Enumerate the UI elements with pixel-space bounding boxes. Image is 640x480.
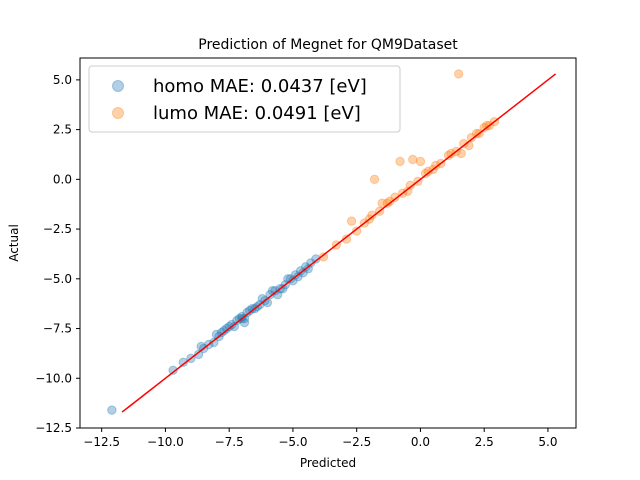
scatter-point: [377, 198, 387, 208]
y-tick-label: −5.0: [43, 272, 72, 286]
scatter-point: [270, 286, 280, 296]
x-tick-label: 2.5: [475, 435, 494, 449]
scatter-point: [405, 180, 415, 191]
scatter-point: [306, 258, 316, 268]
scatter-point: [229, 321, 239, 332]
scatter-point: [285, 274, 296, 284]
scatter-point: [234, 313, 245, 324]
scatter-point: [227, 319, 237, 330]
scatter-point: [196, 341, 206, 352]
scatter-point: [479, 122, 489, 133]
reference-line: [121, 73, 557, 413]
x-tick-label: 5.0: [538, 435, 557, 449]
scatter-point: [216, 327, 227, 338]
y-tick-label: 5.0: [53, 73, 72, 87]
x-tick-label: −2.5: [342, 435, 371, 449]
scatter-point: [471, 128, 482, 139]
scatter-point: [239, 317, 250, 328]
x-axis-label: Predicted: [300, 456, 356, 470]
scatter-point: [293, 272, 303, 282]
scatter-point: [193, 349, 204, 360]
scatter-point: [295, 266, 306, 276]
y-tick-label: −10.0: [35, 371, 72, 385]
scatter-point: [318, 252, 329, 262]
scatter-point: [239, 313, 250, 324]
scatter-point: [367, 210, 377, 220]
x-tick-label: −5.0: [278, 435, 307, 449]
scatter-point: [257, 293, 268, 304]
scatter-point: [415, 156, 426, 167]
scatter-point: [237, 311, 247, 322]
scatter-point: [224, 321, 234, 332]
scatter-point: [298, 268, 308, 278]
scatter-point: [168, 365, 178, 376]
legend-label: homo MAE: 0.0437 [eV]: [153, 76, 367, 97]
chart-title: Prediction of Megnet for QM9Dataset: [198, 37, 458, 53]
scatter-point: [390, 192, 400, 202]
scatter-point: [232, 315, 242, 326]
scatter-point: [244, 305, 255, 316]
scatter-point: [459, 138, 469, 149]
scatter-point: [423, 166, 433, 177]
scatter-point: [290, 270, 301, 280]
scatter-point: [303, 264, 313, 274]
scatter-point: [431, 160, 441, 171]
y-tick-label: −7.5: [43, 322, 72, 336]
scatter-point: [242, 307, 252, 318]
y-tick-label: 0.0: [53, 172, 72, 186]
legend-label: lumo MAE: 0.0491 [eV]: [153, 103, 361, 124]
scatter-point: [107, 405, 117, 415]
scatter-point: [456, 148, 466, 159]
scatter-point: [341, 234, 352, 244]
y-tick-label: −2.5: [43, 222, 72, 236]
x-tick-label: −7.5: [215, 435, 244, 449]
scatter-point: [443, 150, 454, 161]
scatter-point: [385, 196, 395, 206]
scatter-point: [278, 284, 288, 294]
scatter-point: [420, 168, 431, 179]
y-axis: −12.5 −10.0 −7.5 −5.0 −2.5 0.0 2.5 5.0: [35, 73, 80, 435]
scatter-point: [351, 226, 362, 236]
scatter-point: [346, 216, 357, 226]
scatter-point: [369, 174, 380, 185]
scatter-point: [482, 120, 492, 131]
scatter-point: [466, 132, 477, 143]
scatter-point: [265, 290, 275, 300]
scatter-point: [300, 262, 311, 272]
scatter-point: [402, 186, 413, 196]
legend-marker: [112, 80, 124, 92]
y-tick-label: 2.5: [53, 123, 72, 137]
scatter-point: [209, 337, 219, 348]
scatter-point: [221, 323, 232, 334]
scatter-point: [311, 254, 321, 264]
scatter-point: [395, 156, 405, 167]
scatter-point: [408, 154, 418, 165]
scatter-point: [382, 198, 392, 208]
plot-frame: [79, 57, 577, 429]
scatter-point: [288, 276, 298, 286]
legend-box: [88, 65, 401, 133]
x-tick-label: 0.0: [411, 435, 430, 449]
plot-area: [107, 69, 557, 415]
x-tick-label: −12.5: [83, 435, 120, 449]
legend-marker: [112, 107, 124, 119]
legend: homo MAE: 0.0437 [eV] lumo MAE: 0.0491 [e…: [88, 65, 401, 133]
scatter-point: [446, 148, 456, 159]
scatter-point: [247, 303, 257, 314]
scatter-point: [453, 69, 464, 79]
y-tick-label: −12.5: [35, 421, 72, 435]
x-axis: −12.5 −10.0 −7.5 −5.0 −2.5 0.0 2.5 5.0: [83, 428, 557, 449]
scatter-point: [219, 325, 229, 336]
scatter-point: [464, 140, 474, 151]
scatter-point: [272, 290, 283, 300]
scatter-point: [178, 357, 188, 368]
scatter-point: [211, 329, 222, 340]
y-axis-label: Actual: [7, 224, 21, 262]
x-tick-label: −10.0: [147, 435, 184, 449]
